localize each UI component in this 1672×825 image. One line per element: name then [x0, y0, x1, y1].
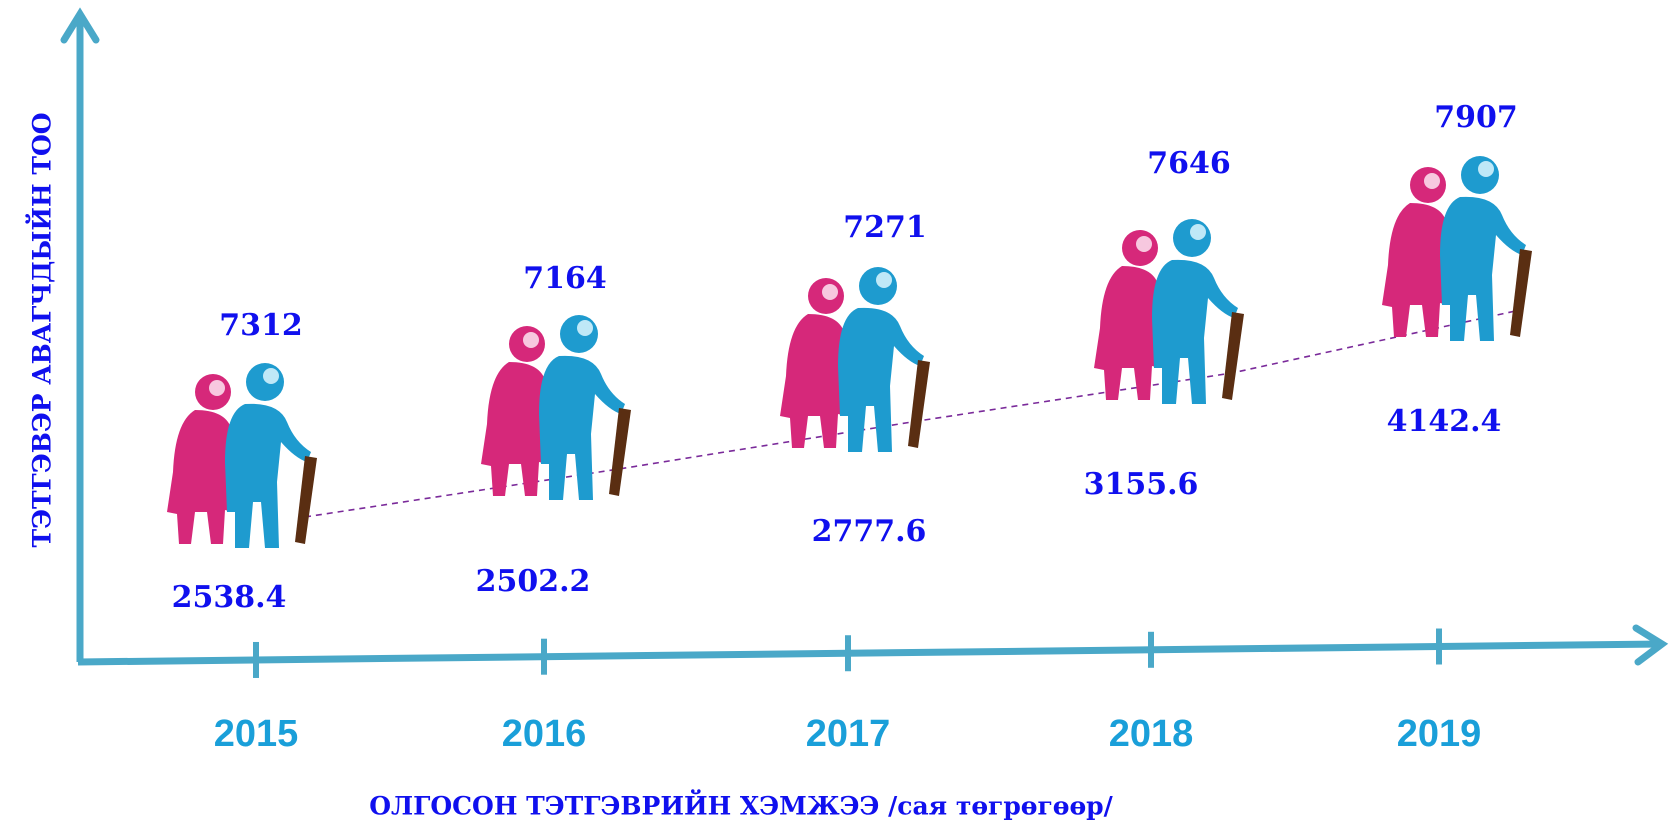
amount-label: 3155.6	[1084, 467, 1199, 502]
pensioner-icon	[1094, 219, 1244, 404]
pensioner-icon	[1382, 156, 1532, 341]
amount-label: 4142.4	[1387, 404, 1502, 439]
x-tick-label: 2018	[1109, 713, 1194, 755]
y-axis-label: ТЭТГЭВЭР АВАГЧДЫЙН ТОО	[26, 112, 57, 547]
amount-label: 2777.6	[812, 514, 927, 549]
count-label: 7312	[219, 308, 303, 343]
pensioner-icon	[780, 267, 930, 452]
count-label: 7907	[1434, 100, 1518, 135]
x-tick-label: 2019	[1397, 713, 1482, 755]
count-label: 7271	[843, 210, 927, 245]
amount-label: 2538.4	[172, 580, 287, 615]
x-axis	[78, 644, 1660, 662]
x-tick-label: 2016	[502, 713, 587, 755]
x-axis-label: ОЛГОСОН ТЭТГЭВРИЙН ХЭМЖЭЭ /сая төгрөгөөр…	[369, 790, 1113, 821]
amount-label: 2502.2	[476, 564, 591, 599]
count-label: 7164	[523, 261, 607, 296]
pensioner-icon	[167, 363, 317, 548]
x-tick-label: 2015	[214, 713, 299, 755]
x-tick-label: 2017	[806, 713, 891, 755]
chart: ТЭТГЭВЭР АВАГЧДЫЙН ТОО ОЛГОСОН ТЭТГЭВРИЙ…	[0, 0, 1672, 825]
count-label: 7646	[1147, 146, 1231, 181]
pensioner-icon	[481, 315, 631, 500]
